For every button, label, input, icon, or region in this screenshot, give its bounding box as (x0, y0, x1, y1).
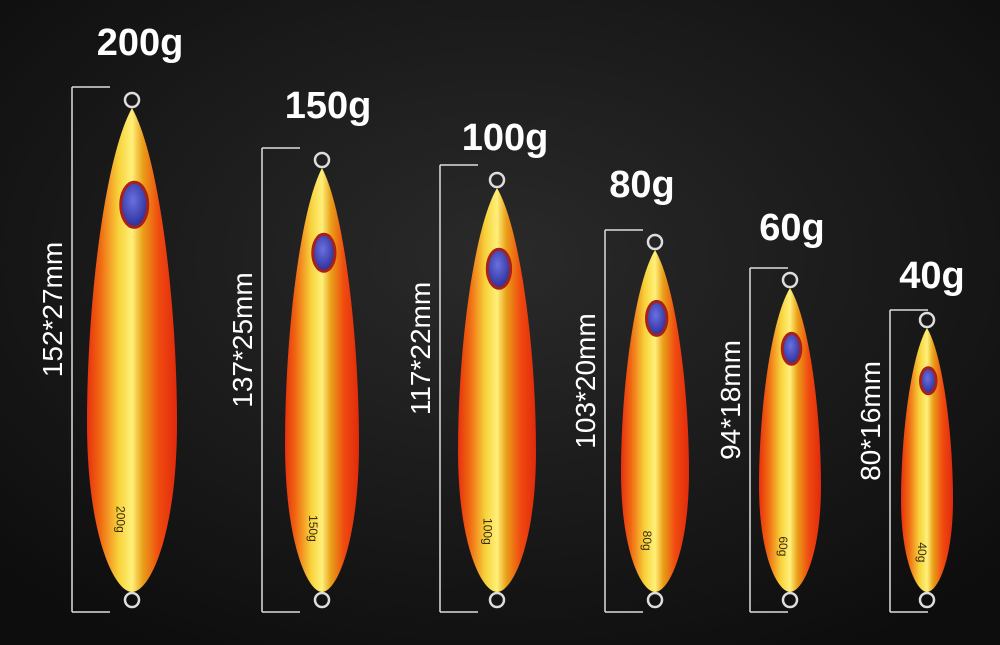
jig-item: 60g 94*18mm 60g (715, 207, 825, 613)
weight-title: 150g (285, 85, 372, 127)
ring (918, 591, 936, 609)
size-label: 117*22mm (405, 282, 436, 415)
ring (488, 591, 506, 609)
jig-item: 40g 80*16mm 40g (855, 255, 965, 613)
ring (646, 233, 664, 251)
jig-eye (485, 247, 513, 290)
jig-item: 80g 103*20mm 80g (570, 164, 689, 613)
jig-body (621, 250, 689, 592)
weight-title: 60g (759, 207, 824, 249)
ring (123, 91, 141, 109)
jig-list: 200g 152*27mm 200g 150g 137*25mm 150g 100g 117*… (37, 22, 965, 613)
jig-body (285, 168, 359, 592)
jig-body (458, 188, 536, 592)
jig-body (759, 288, 821, 592)
jig-item: 150g 137*25mm 150g (227, 85, 372, 613)
body-label: 80g (640, 531, 654, 551)
ring (646, 591, 664, 609)
ring (123, 591, 141, 609)
jig-eye (919, 366, 938, 396)
weight-title: 40g (899, 255, 964, 297)
jig-eye (119, 180, 150, 229)
weight-title: 80g (609, 164, 674, 206)
ring (781, 271, 799, 289)
weight-title: 200g (97, 22, 184, 64)
jig-body (901, 328, 953, 592)
size-label: 80*16mm (855, 361, 886, 481)
ring (918, 311, 936, 329)
jig-body (87, 108, 177, 592)
body-label: 100g (480, 518, 494, 545)
ring (313, 151, 331, 169)
body-label: 40g (915, 542, 929, 562)
jig-item: 200g 152*27mm 200g (37, 22, 184, 613)
body-label: 150g (306, 515, 320, 542)
ring (781, 591, 799, 609)
ring (313, 591, 331, 609)
size-label: 103*20mm (570, 313, 601, 448)
ring (488, 171, 506, 189)
size-label: 94*18mm (715, 340, 746, 460)
body-label: 60g (776, 536, 790, 556)
jig-eye (780, 331, 803, 366)
size-label: 137*25mm (227, 272, 258, 407)
jig-eye (311, 232, 337, 273)
jig-eye (645, 299, 669, 337)
size-label: 152*27mm (37, 242, 68, 377)
weight-title: 100g (462, 117, 549, 159)
body-label: 200g (113, 506, 127, 533)
jig-item: 100g 117*22mm 100g (405, 117, 549, 613)
